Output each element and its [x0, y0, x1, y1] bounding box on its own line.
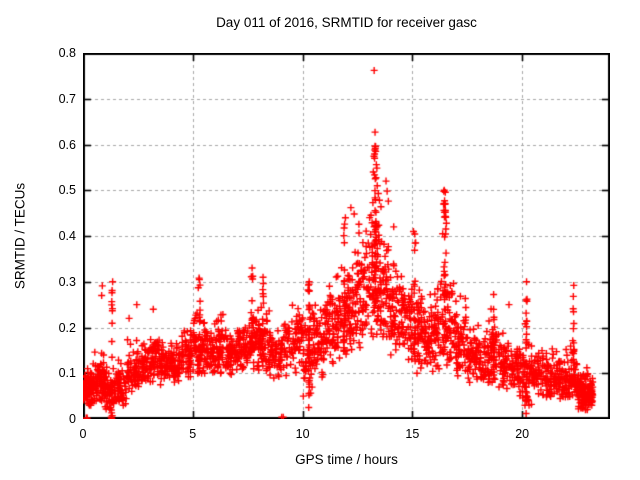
y-tick-label: 0.5: [58, 183, 76, 198]
y-tick-label: 0.1: [58, 366, 76, 381]
x-tick-label: 0: [79, 427, 87, 441]
scatter-canvas: [83, 53, 610, 419]
y-tick-label: 0.8: [58, 46, 76, 60]
y-tick-label: 0.3: [58, 274, 76, 289]
x-tick-label: 15: [405, 427, 420, 441]
plot-area: [83, 53, 610, 419]
x-tick-label: 10: [295, 427, 310, 441]
x-axis-label: GPS time / hours: [295, 452, 398, 467]
y-tick-label: 0.6: [58, 137, 76, 152]
y-tick-label: 0: [69, 412, 76, 426]
x-tick-label: 5: [189, 427, 197, 441]
y-tick-label: 0.7: [58, 91, 76, 106]
chart-title: Day 011 of 2016, SRMTID for receiver gas…: [216, 15, 477, 30]
y-tick-label: 0.4: [58, 229, 76, 243]
y-tick-label: 0.2: [58, 320, 76, 335]
x-tick-label: 20: [515, 427, 530, 441]
